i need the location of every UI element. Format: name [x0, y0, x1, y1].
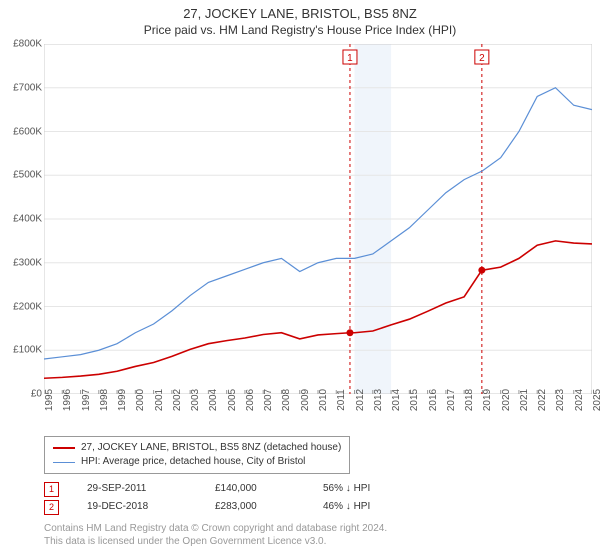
legend-swatch [53, 447, 75, 449]
y-tick-label: £600K [4, 126, 42, 137]
x-tick-label: 2020 [501, 389, 512, 411]
credit-line-2: This data is licensed under the Open Gov… [44, 535, 387, 548]
event-date: 29-SEP-2011 [87, 480, 187, 498]
x-tick-label: 2002 [172, 389, 183, 411]
legend-item: HPI: Average price, detached house, City… [53, 455, 341, 469]
x-tick-label: 1998 [99, 389, 110, 411]
x-tick-label: 2023 [555, 389, 566, 411]
x-tick-label: 1996 [62, 389, 73, 411]
x-tick-label: 2019 [482, 389, 493, 411]
x-tick-label: 2021 [519, 389, 530, 411]
event-marker: 1 [44, 482, 59, 497]
x-tick-label: 2014 [391, 389, 402, 411]
credit-line-1: Contains HM Land Registry data © Crown c… [44, 522, 387, 535]
x-tick-label: 2011 [336, 389, 347, 411]
x-tick-label: 2018 [464, 389, 475, 411]
x-tick-label: 2025 [592, 389, 600, 411]
y-tick-label: £0 [4, 389, 42, 400]
line-chart: 12 [44, 44, 592, 394]
y-tick-label: £200K [4, 301, 42, 312]
svg-text:1: 1 [347, 53, 353, 64]
credit-text: Contains HM Land Registry data © Crown c… [44, 522, 387, 548]
y-tick-label: £800K [4, 39, 42, 50]
x-tick-label: 1997 [81, 389, 92, 411]
legend-item: 27, JOCKEY LANE, BRISTOL, BS5 8NZ (detac… [53, 441, 341, 455]
svg-text:2: 2 [479, 53, 485, 64]
x-tick-label: 2015 [409, 389, 420, 411]
legend-swatch [53, 462, 75, 463]
y-tick-label: £100K [4, 345, 42, 356]
chart-container: 27, JOCKEY LANE, BRISTOL, BS5 8NZ Price … [0, 0, 600, 560]
x-tick-label: 1999 [117, 389, 128, 411]
legend-label: 27, JOCKEY LANE, BRISTOL, BS5 8NZ (detac… [81, 441, 341, 455]
legend-label: HPI: Average price, detached house, City… [81, 455, 305, 469]
x-tick-label: 2010 [318, 389, 329, 411]
x-tick-label: 2009 [300, 389, 311, 411]
event-row: 2 19-DEC-2018 £283,000 46% ↓ HPI [44, 498, 370, 516]
event-marker: 2 [44, 500, 59, 515]
x-tick-label: 2006 [245, 389, 256, 411]
x-tick-label: 2017 [446, 389, 457, 411]
chart-subtitle: Price paid vs. HM Land Registry's House … [0, 21, 600, 41]
event-date: 19-DEC-2018 [87, 498, 187, 516]
event-row: 1 29-SEP-2011 £140,000 56% ↓ HPI [44, 480, 370, 498]
event-price: £140,000 [215, 480, 295, 498]
chart-title: 27, JOCKEY LANE, BRISTOL, BS5 8NZ [0, 0, 600, 21]
y-tick-label: £500K [4, 170, 42, 181]
x-tick-label: 2022 [537, 389, 548, 411]
x-tick-label: 2000 [135, 389, 146, 411]
x-tick-label: 2008 [281, 389, 292, 411]
x-tick-label: 2001 [154, 389, 165, 411]
y-tick-label: £400K [4, 214, 42, 225]
event-pct: 46% ↓ HPI [323, 498, 370, 516]
x-tick-label: 2024 [574, 389, 585, 411]
x-tick-label: 2005 [227, 389, 238, 411]
x-tick-label: 2013 [373, 389, 384, 411]
y-tick-label: £300K [4, 257, 42, 268]
x-tick-label: 2007 [263, 389, 274, 411]
event-price: £283,000 [215, 498, 295, 516]
x-tick-label: 2012 [355, 389, 366, 411]
x-tick-label: 2016 [428, 389, 439, 411]
x-tick-label: 2003 [190, 389, 201, 411]
x-tick-label: 2004 [208, 389, 219, 411]
x-tick-label: 1995 [44, 389, 55, 411]
legend: 27, JOCKEY LANE, BRISTOL, BS5 8NZ (detac… [44, 436, 350, 474]
events-table: 1 29-SEP-2011 £140,000 56% ↓ HPI 2 19-DEC-201… [44, 480, 370, 516]
y-tick-label: £700K [4, 82, 42, 93]
event-pct: 56% ↓ HPI [323, 480, 370, 498]
